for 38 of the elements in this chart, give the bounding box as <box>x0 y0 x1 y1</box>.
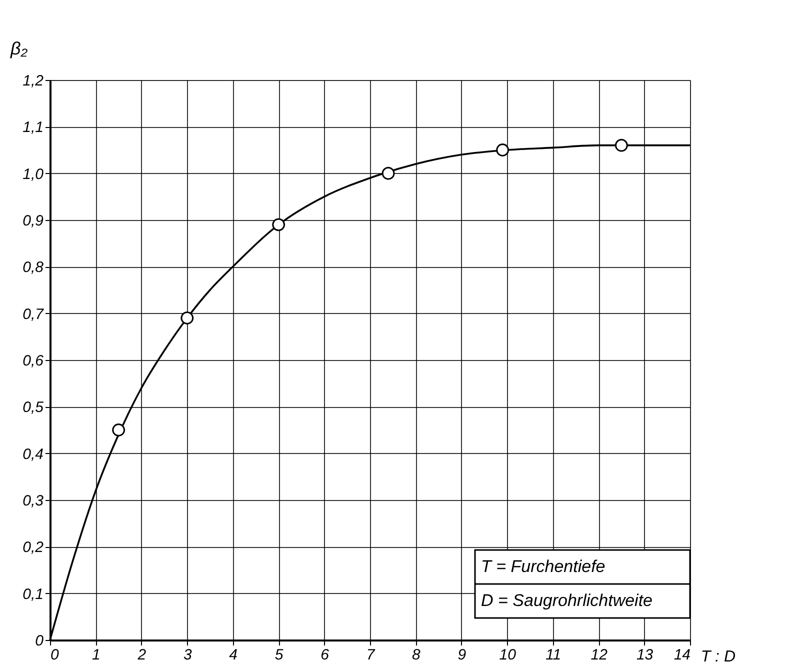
point <box>180 312 194 324</box>
point <box>614 138 628 152</box>
x-tick-label: 0 <box>50 646 60 664</box>
y-tick-label: 0 <box>35 632 44 650</box>
point <box>112 424 126 436</box>
y-tick-label: 0,6 <box>22 352 44 370</box>
y-tick-label: 0,3 <box>22 492 44 510</box>
x-tick-label: 5 <box>274 646 284 664</box>
x-tick-label: 8 <box>412 646 422 664</box>
x-tick-label: 12 <box>590 646 608 664</box>
x-tick-label: 1 <box>92 646 100 664</box>
x-tick-label: 6 <box>320 646 330 664</box>
x-tick-label: 11 <box>546 646 562 664</box>
x-axis-title: T : D <box>700 648 736 666</box>
point <box>382 166 395 180</box>
point <box>272 218 286 232</box>
y-axis-title: β₂ <box>10 38 28 58</box>
y-tick-label: 1,1 <box>22 119 44 136</box>
x-tick-label: 9 <box>458 646 467 664</box>
y-tick-label: 0,9 <box>22 212 44 230</box>
y-tick-label: 0,2 <box>22 539 44 556</box>
x-tick-label: 3 <box>183 646 192 664</box>
annotation: D = Saugrohrlichtweite <box>481 591 653 610</box>
y-tick-label: 0,7 <box>22 306 44 323</box>
y-tick-label: 1,0 <box>22 166 44 183</box>
point <box>496 144 510 156</box>
x-tick-label: 13 <box>636 646 654 664</box>
y-tick-label: 0,5 <box>22 399 44 416</box>
y-tick-label: 0,4 <box>22 446 44 463</box>
y-tick-label: 0,8 <box>22 259 44 276</box>
y-tick-label: 1,2 <box>22 72 44 90</box>
x-tick-label: 7 <box>366 646 376 664</box>
x-tick-label: 14 <box>674 646 690 664</box>
annotation: T = Furchentiefe <box>481 557 606 576</box>
y-tick-label: 0,1 <box>22 586 44 603</box>
x-tick-label: 4 <box>229 646 238 664</box>
x-tick-label: 2 <box>136 646 147 664</box>
x-tick-label: 10 <box>499 646 517 664</box>
